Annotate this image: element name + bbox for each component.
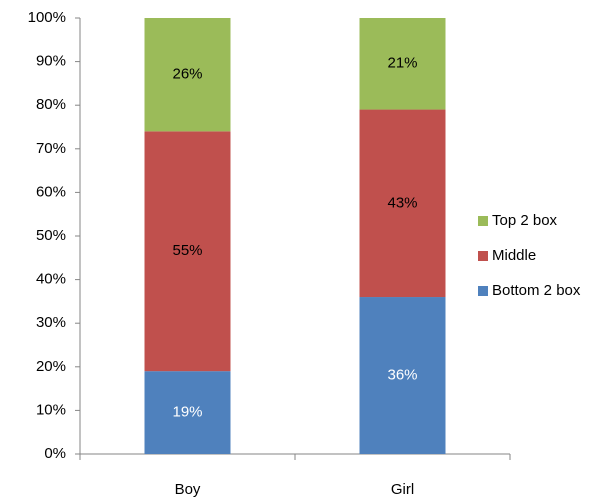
- data-label: 21%: [387, 55, 417, 72]
- bar-segment: [144, 131, 231, 372]
- y-tick-label: 10%: [36, 401, 66, 418]
- y-tick-label: 70%: [36, 140, 66, 157]
- y-tick-label: 30%: [36, 314, 66, 331]
- bar-segment: [359, 297, 446, 454]
- y-tick-label: 0%: [44, 445, 66, 462]
- data-label: 43%: [387, 194, 417, 211]
- y-tick-label: 90%: [36, 53, 66, 70]
- legend-swatch: [478, 251, 488, 261]
- x-tick-label: Boy: [175, 481, 201, 498]
- data-label: 26%: [172, 66, 202, 83]
- y-tick-label: 100%: [28, 9, 66, 26]
- bar-segment: [359, 109, 446, 298]
- legend-label: Top 2 box: [492, 212, 558, 229]
- data-label: 36%: [387, 366, 417, 383]
- y-tick-label: 80%: [36, 96, 66, 113]
- data-label: 55%: [172, 242, 202, 259]
- data-label: 19%: [172, 404, 202, 421]
- y-tick-label: 20%: [36, 358, 66, 375]
- legend-swatch: [478, 286, 488, 296]
- bar-segment: [144, 371, 231, 454]
- y-tick-label: 50%: [36, 227, 66, 244]
- bar-segment: [144, 18, 231, 132]
- legend-swatch: [478, 216, 488, 226]
- bar-segment: [359, 18, 446, 110]
- y-tick-label: 40%: [36, 271, 66, 288]
- y-tick-label: 60%: [36, 183, 66, 200]
- legend-label: Middle: [492, 247, 536, 264]
- x-tick-label: Girl: [391, 481, 414, 498]
- legend-label: Bottom 2 box: [492, 282, 581, 299]
